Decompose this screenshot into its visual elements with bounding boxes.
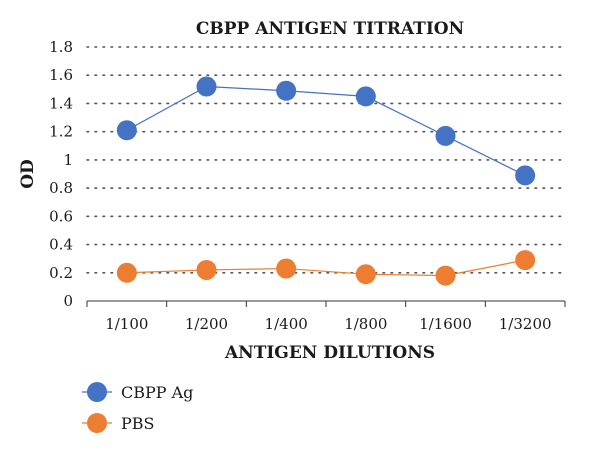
- y-axis-ticks: 0 0.2 0.4 0.6 0.8 1 1.2 1.4 1.6 1.8: [49, 38, 73, 310]
- legend-marker: [87, 413, 107, 433]
- y-tick-label: 0.2: [49, 264, 73, 282]
- y-tick-label: 1.4: [49, 94, 73, 112]
- y-tick-label: 0.6: [49, 207, 73, 225]
- series-group: [116, 76, 536, 286]
- x-tick-label: 1/400: [265, 315, 308, 333]
- data-point: [435, 265, 456, 286]
- legend-item: CBPP Ag: [82, 382, 193, 402]
- y-axis-title: OD: [18, 159, 38, 189]
- data-point: [515, 250, 536, 271]
- legend-marker: [87, 382, 107, 402]
- data-point: [355, 86, 376, 107]
- x-tick-label: 1/200: [185, 315, 228, 333]
- y-tick-label: 1.2: [49, 123, 73, 141]
- y-tick-label: 1.8: [49, 38, 73, 56]
- x-tick-label: 1/1600: [419, 315, 472, 333]
- x-tick-label: 1/800: [344, 315, 387, 333]
- data-point: [515, 165, 536, 186]
- x-tick-label: 1/3200: [499, 315, 552, 333]
- series-line: [126, 85, 526, 176]
- legend-label: CBPP Ag: [121, 383, 193, 402]
- data-point: [355, 264, 376, 285]
- y-tick-label: 1: [63, 151, 73, 169]
- chart-title: CBPP ANTIGEN TITRATION: [196, 19, 464, 39]
- data-point: [196, 259, 217, 280]
- data-point: [116, 120, 137, 141]
- y-tick-label: 0.8: [49, 179, 73, 197]
- data-point: [276, 258, 297, 279]
- legend-label: PBS: [121, 414, 154, 433]
- y-tick-label: 1.6: [49, 66, 73, 84]
- legend: CBPP Ag PBS: [82, 382, 193, 433]
- y-tick-label: 0.4: [49, 236, 73, 254]
- data-point: [116, 262, 137, 283]
- data-point: [435, 125, 456, 146]
- gridlines: [86, 46, 566, 274]
- y-tick-label: 0: [63, 292, 73, 310]
- series-line: [126, 259, 526, 277]
- x-tick-label: 1/100: [105, 315, 148, 333]
- legend-item: PBS: [82, 413, 154, 433]
- x-axis-title: ANTIGEN DILUTIONS: [224, 343, 435, 363]
- data-point: [196, 76, 217, 97]
- series-pbs: [116, 250, 536, 286]
- series-cbpp-ag: [116, 76, 536, 186]
- x-axis-ticks: 1/100 1/200 1/400 1/800 1/1600 1/3200: [86, 301, 566, 333]
- data-point: [276, 80, 297, 101]
